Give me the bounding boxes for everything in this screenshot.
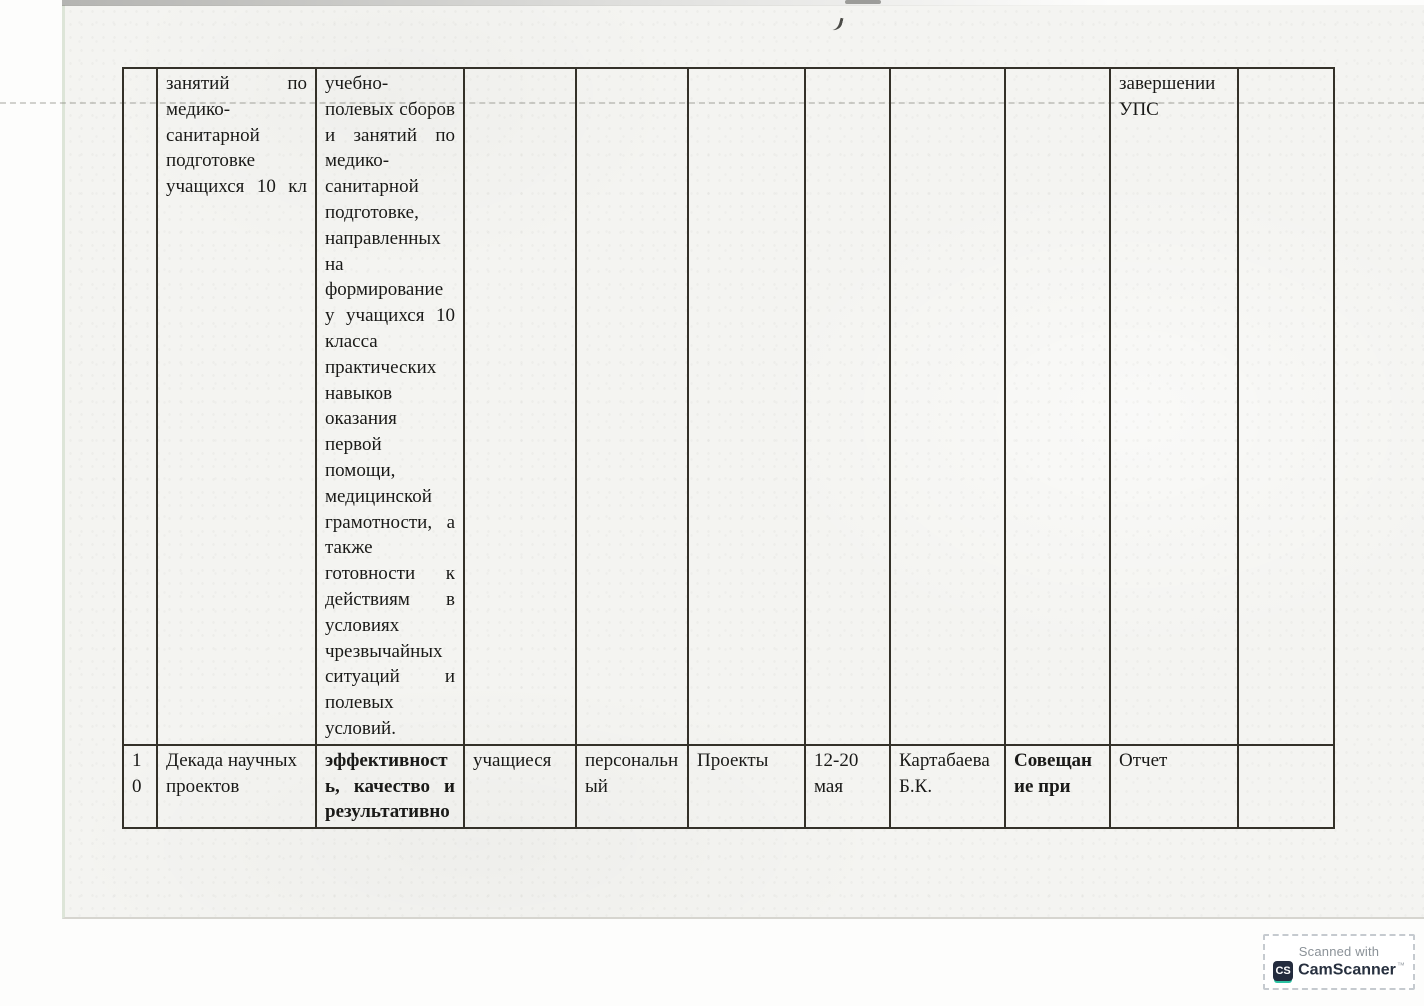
cell-responsibility-type: персональный [575, 743, 689, 830]
table-row-continuation: занятий по медико- санитарной подготовке… [122, 67, 1335, 746]
cell-responsible-person: Картабаева Б.К. [889, 743, 1006, 830]
cell-empty [1004, 67, 1111, 746]
table-row-10: 10 Декада научных проектов эффективность… [122, 743, 1335, 830]
cell-form: Проекты [687, 743, 806, 830]
trademark-symbol: ™ [1396, 961, 1405, 971]
camscanner-brand-name: CamScanner™ [1298, 961, 1405, 979]
cell-number: 10 [122, 743, 158, 830]
cell-empty [463, 67, 577, 746]
paper-top-edge-shadow [62, 0, 1112, 6]
cell-date: 12-20 мая [804, 743, 891, 830]
cell-empty [804, 67, 891, 746]
cell-number [122, 67, 158, 746]
cell-empty [687, 67, 806, 746]
scan-smudge [845, 0, 881, 4]
camscanner-badge: Scanned with CS CamScanner™ [1263, 934, 1415, 990]
cell-outcome: Отчет [1109, 743, 1239, 830]
cell-empty [1237, 743, 1335, 830]
cell-empty [575, 67, 689, 746]
scanned-with-label: Scanned with [1298, 943, 1380, 959]
brand-text: CamScanner [1298, 961, 1396, 979]
cell-empty [889, 67, 1006, 746]
cell-participants: учащиеся [463, 743, 577, 830]
plan-table: занятий по медико- санитарной подготовке… [122, 67, 1335, 830]
cell-event-name: занятий по медико- санитарной подготовке… [156, 67, 317, 746]
camscanner-logo-icon: CS [1273, 960, 1294, 981]
camscanner-brand-row: CS CamScanner™ [1273, 960, 1405, 981]
cell-outcome: завершении УПС [1109, 67, 1239, 746]
cell-empty [1237, 67, 1335, 746]
cell-goal: учебно- полевых сборов и занятий по меди… [315, 67, 465, 746]
cell-event-name: Декада научных проектов [156, 743, 317, 830]
cell-discussion-place: Совещание при [1004, 743, 1111, 830]
cell-goal: эффективность, качество и результативно [315, 743, 465, 830]
